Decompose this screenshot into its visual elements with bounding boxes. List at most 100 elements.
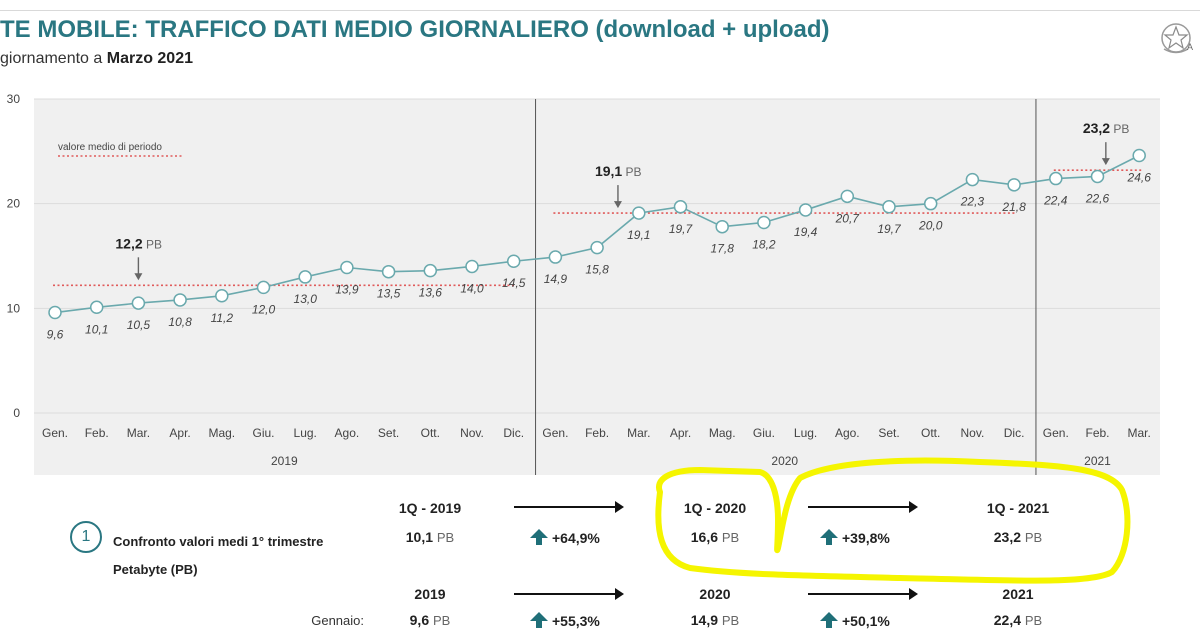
data-point <box>506 254 521 268</box>
q-header-2020: 1Q - 2020 <box>683 500 747 516</box>
x-tick-label: Lug. <box>294 426 317 440</box>
q-value-2020-num: 16,6 <box>690 529 718 545</box>
q-arrow-2 <box>808 501 918 513</box>
data-label: 13,0 <box>294 292 318 306</box>
data-label: 11,2 <box>211 311 234 325</box>
data-point <box>632 206 646 220</box>
jan-value-2020-unit: PB <box>721 613 740 628</box>
section-number-badge: 1 <box>70 521 102 553</box>
x-tick-label: Feb. <box>85 426 109 440</box>
jan-value-2019-unit: PB <box>433 613 451 628</box>
x-tick-label: Mag. <box>709 426 736 440</box>
data-point <box>715 219 729 234</box>
data-label: 19,7 <box>877 222 902 236</box>
x-tick-label: Gen. <box>42 426 68 440</box>
year-header-2019: 2019 <box>414 586 446 602</box>
data-label: 10,5 <box>127 318 151 332</box>
average-label: 23,2 PB <box>1083 120 1130 136</box>
growth-arrow-icon <box>820 529 838 545</box>
data-point <box>673 200 688 214</box>
x-tick-label: Lug. <box>794 426 817 440</box>
emblem-text: A <box>1187 42 1194 52</box>
x-tick-label: Giu. <box>753 426 775 440</box>
data-label: 19,4 <box>794 225 818 239</box>
data-label: 22,3 <box>960 195 985 209</box>
jan-value-2020-num: 14,9 <box>690 612 718 628</box>
data-label: 13,9 <box>335 283 359 297</box>
year-arrow-2 <box>808 588 918 600</box>
year-label: 2019 <box>271 454 298 468</box>
x-tick-label: Feb. <box>585 426 609 440</box>
average-arrowhead <box>613 201 622 209</box>
growth-arrow-icon <box>530 612 548 628</box>
data-point <box>840 189 855 204</box>
x-tick-label: Ago. <box>835 426 860 440</box>
subtitle-date: Marzo 2021 <box>106 50 193 67</box>
data-label: 17,8 <box>711 242 735 256</box>
data-point <box>590 240 604 255</box>
q-header-2021: 1Q - 2021 <box>986 500 1050 516</box>
data-label: 19,1 <box>627 228 650 242</box>
q-growth-2-value: +39,8% <box>842 530 890 546</box>
average-label: 12,2 PB <box>115 235 162 251</box>
data-point <box>131 296 146 310</box>
data-label: 22,6 <box>1085 191 1110 205</box>
data-point <box>465 259 479 274</box>
q-value-2021-unit: PB <box>1024 530 1043 545</box>
jan-growth-1: +55,3% <box>530 612 640 629</box>
y-tick-label: 0 <box>13 406 20 420</box>
data-label: 18,2 <box>752 238 776 252</box>
x-tick-label: Mar. <box>627 426 650 440</box>
subtitle-prefix: giornamento a <box>0 50 107 67</box>
jan-value-2020: 14,9 PB <box>655 612 775 628</box>
x-tick-label: Set. <box>878 426 899 440</box>
x-tick-label: Dic. <box>503 426 524 440</box>
data-point <box>548 250 563 264</box>
data-label: 14,5 <box>502 276 526 290</box>
q-value-2021-num: 23,2 <box>993 529 1021 545</box>
growth-arrow-icon <box>820 612 838 628</box>
data-label: 21,8 <box>1001 200 1026 214</box>
data-point <box>1090 169 1105 184</box>
x-tick-label: Feb. <box>1085 426 1109 440</box>
data-label: 14,9 <box>544 272 568 286</box>
data-label: 10,8 <box>168 315 192 329</box>
data-label: 13,6 <box>419 286 443 300</box>
page-title: TE MOBILE: TRAFFICO DATI MEDIO GIORNALIE… <box>0 16 830 43</box>
x-tick-label: Giu. <box>252 426 274 440</box>
x-tick-label: Ott. <box>921 426 940 440</box>
data-label: 14,0 <box>460 281 484 295</box>
data-point <box>298 270 312 284</box>
jan-value-2021-num: 22,4 <box>993 612 1021 628</box>
comparison-label-line2: Petabyte (PB) <box>113 562 198 577</box>
q-value-2019-unit: PB <box>436 530 455 545</box>
x-tick-label: Ago. <box>335 426 360 440</box>
year-label: 2020 <box>771 454 798 468</box>
x-tick-label: Dic. <box>1004 426 1025 440</box>
x-tick-label: Nov. <box>961 426 985 440</box>
page-subtitle: giornamento a Marzo 2021 <box>0 50 193 68</box>
data-point <box>757 215 771 230</box>
data-point <box>215 289 229 303</box>
data-label: 20,0 <box>918 219 943 233</box>
data-point <box>89 300 104 315</box>
data-point <box>423 263 438 278</box>
jan-growth-2-value: +50,1% <box>842 613 890 629</box>
q-growth-1-value: +64,9% <box>552 530 600 546</box>
data-point <box>798 203 813 217</box>
x-tick-label: Apr. <box>169 426 190 440</box>
data-label: 20,7 <box>835 211 861 225</box>
jan-growth-2: +50,1% <box>820 612 930 629</box>
x-tick-label: Set. <box>378 426 399 440</box>
x-tick-label: Mar. <box>127 426 150 440</box>
data-label: 12,0 <box>252 302 276 316</box>
jan-growth-1-value: +55,3% <box>552 613 600 629</box>
data-point <box>381 264 396 279</box>
q-value-2019: 10,1 PB <box>370 529 490 545</box>
growth-arrow-icon <box>530 529 548 545</box>
legend-label: valore medio di periodo <box>58 142 162 153</box>
data-point <box>965 172 980 187</box>
january-label: Gennaio: <box>311 613 364 628</box>
x-tick-label: Apr. <box>670 426 691 440</box>
